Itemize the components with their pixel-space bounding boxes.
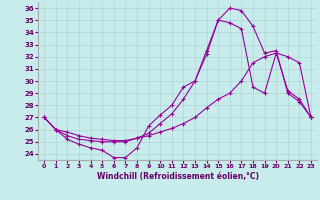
X-axis label: Windchill (Refroidissement éolien,°C): Windchill (Refroidissement éolien,°C) xyxy=(97,172,259,181)
